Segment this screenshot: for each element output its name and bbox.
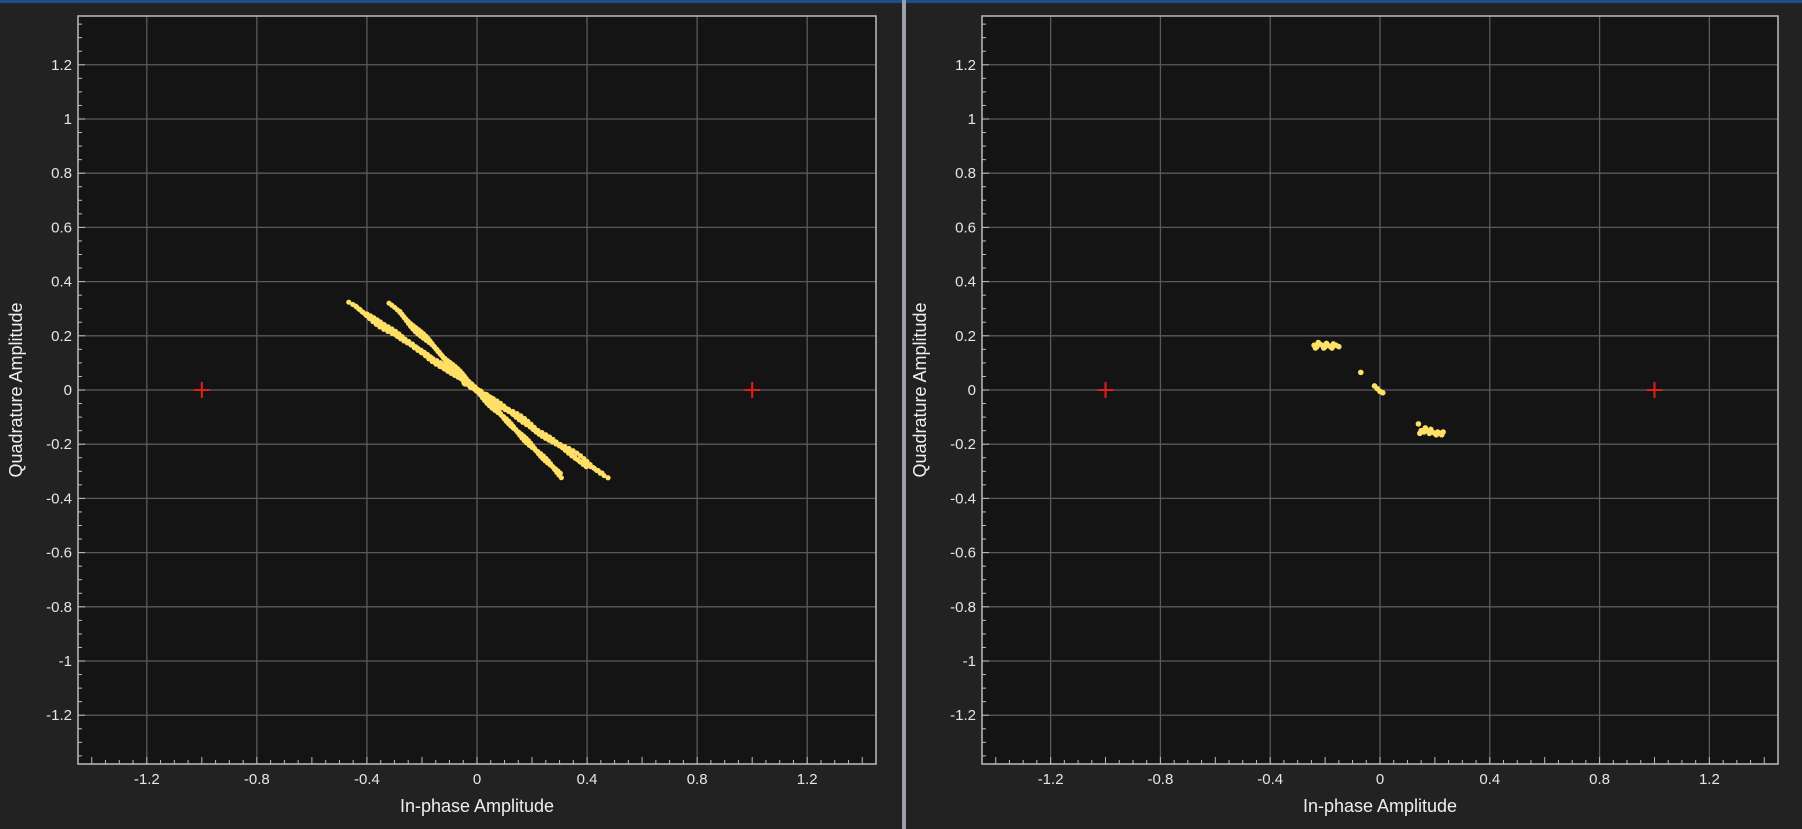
sample-point (1329, 345, 1335, 351)
panel-title-bar (0, 0, 902, 3)
y-axis-label: Quadrature Amplitude (910, 302, 930, 477)
y-tick-label: 0.2 (51, 328, 72, 345)
x-tick-label: 1.2 (797, 771, 818, 788)
x-axis-label: In-phase Amplitude (400, 796, 554, 816)
x-tick-label: 0.8 (1589, 771, 1610, 788)
sample-point (1417, 430, 1423, 437)
y-tick-label: -1.2 (46, 707, 72, 724)
constellation-diagram-left[interactable]: -1.2 -0.8 -0.4 0 0.4 0.8 1.2 1.2 1 0.8 0.6 0.4 0.2 0 -… (0, 0, 902, 829)
sample-point (583, 464, 589, 470)
y-tick-label: -1 (59, 653, 72, 670)
grid (78, 16, 876, 764)
y-tick-label: 0.6 (955, 219, 976, 236)
x-tick-label: 0 (473, 771, 481, 788)
sample-point (1320, 345, 1327, 351)
y-tick-label: -0.6 (950, 545, 976, 562)
y-tick-label: 1.2 (955, 57, 976, 74)
sample-point (1357, 369, 1364, 376)
sample-point (599, 470, 605, 476)
y-tick-label: 0.8 (955, 165, 976, 182)
x-tick-label: -1.2 (134, 771, 160, 788)
x-tick-label: 1.2 (1699, 771, 1720, 788)
y-tick-label: 1.2 (51, 57, 72, 74)
y-tick-label: 0 (968, 382, 976, 399)
x-tick-label: 0.8 (687, 771, 708, 788)
y-tick-label: -0.8 (950, 599, 976, 616)
sample-point (1422, 425, 1429, 431)
sample-point (1379, 389, 1386, 396)
sample-point (1427, 426, 1434, 433)
x-tick-label: 0 (1376, 771, 1384, 788)
x-axis-label: In-phase Amplitude (1303, 796, 1457, 816)
y-tick-label: -0.4 (46, 490, 72, 507)
x-tick-label: -0.8 (1147, 771, 1173, 788)
y-tick-label: -1.2 (950, 707, 976, 724)
sample-point (1415, 421, 1422, 427)
x-tick-label: 0.4 (577, 771, 598, 788)
sample-point (346, 299, 352, 305)
sample-point (488, 395, 494, 401)
received-samples (1311, 339, 1446, 438)
reference-constellation (193, 382, 761, 398)
panel-title-bar (906, 0, 1802, 3)
sample-point (558, 475, 564, 481)
received-samples (346, 299, 611, 481)
y-tick-label: -0.4 (950, 490, 976, 507)
x-tick-label: 0.4 (1479, 771, 1500, 788)
constellation-panel-right: -1.2 -0.8 -0.4 0 0.4 0.8 1.2 1.2 1 0.8 0.6 0.4 0.2 0 -… (906, 0, 1802, 829)
y-axis-label: Quadrature Amplitude (6, 302, 26, 477)
y-tick-label: 0.4 (51, 274, 72, 291)
y-tick-label: -1 (963, 653, 976, 670)
y-tick-label: -0.2 (950, 436, 976, 453)
constellation-diagram-right[interactable]: -1.2 -0.8 -0.4 0 0.4 0.8 1.2 1.2 1 0.8 0.6 0.4 0.2 0 -… (906, 0, 1802, 829)
y-tick-label: -0.2 (46, 436, 72, 453)
sample-point (605, 475, 611, 481)
sample-point (557, 470, 563, 476)
y-tick-label: 0.8 (51, 165, 72, 182)
y-tick-label: -0.8 (46, 599, 72, 616)
sample-point (1433, 431, 1440, 438)
x-tick-label: -0.4 (354, 771, 380, 788)
y-tick-label: 0.2 (955, 328, 976, 345)
y-tick-label: 0.4 (955, 274, 976, 291)
sample-point (1438, 431, 1445, 438)
x-tick-label: -0.8 (244, 771, 270, 788)
sample-point (591, 465, 598, 472)
y-tick-label: 1 (64, 111, 72, 128)
axes-box (77, 15, 877, 765)
sample-point (587, 463, 594, 470)
y-tick-label: 0 (64, 382, 72, 399)
sample-point (574, 450, 580, 456)
sample-point (1323, 340, 1330, 347)
panel-divider[interactable] (902, 0, 906, 829)
sample-point (1315, 339, 1322, 346)
reference-constellation (1097, 382, 1663, 398)
x-tick-label: -0.4 (1257, 771, 1283, 788)
y-tick-label: 1 (968, 111, 976, 128)
sample-point (1312, 345, 1319, 351)
y-tick-label: -0.6 (46, 545, 72, 562)
sample-point (1336, 343, 1342, 350)
axes-box (981, 15, 1779, 765)
y-tick-label: 0.6 (51, 219, 72, 236)
constellation-panel-left: -1.2 -0.8 -0.4 0 0.4 0.8 1.2 1.2 1 0.8 0.6 0.4 0.2 0 -… (0, 0, 902, 829)
x-tick-label: -1.2 (1038, 771, 1064, 788)
